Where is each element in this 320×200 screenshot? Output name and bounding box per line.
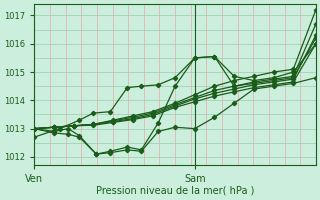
X-axis label: Pression niveau de la mer( hPa ): Pression niveau de la mer( hPa ) — [96, 186, 254, 196]
